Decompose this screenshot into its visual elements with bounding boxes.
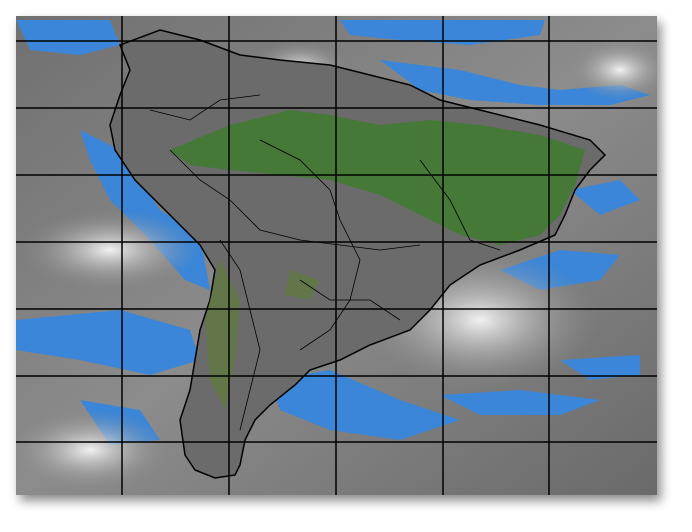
satellite-image-frame bbox=[10, 16, 670, 495]
vegetation bbox=[170, 110, 585, 245]
borders bbox=[149, 94, 501, 431]
grid bbox=[16, 16, 657, 495]
satellite-map bbox=[10, 16, 670, 495]
vegetation-south bbox=[205, 260, 320, 410]
